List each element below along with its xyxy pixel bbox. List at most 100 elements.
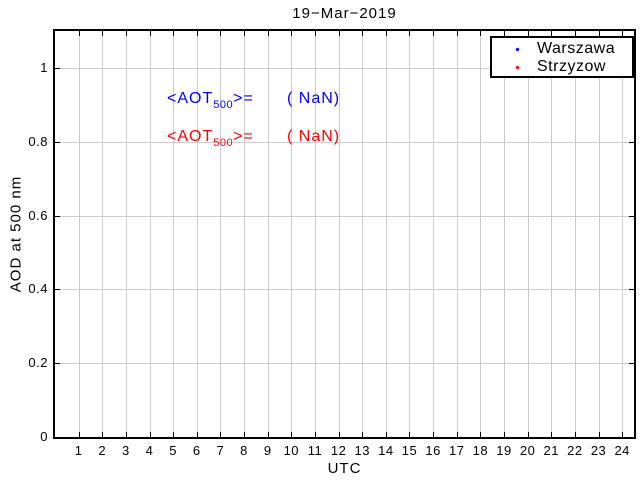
- legend-entry-strzyzow: Strzyzow: [492, 58, 632, 76]
- y-tick-label: 0.8: [28, 133, 48, 149]
- x-tick-mark: [504, 31, 506, 36]
- x-tick-label: 14: [378, 443, 394, 458]
- annotation-warszawa-mean: <AOT500>= ( NaN): [167, 89, 397, 111]
- x-gridline: [574, 31, 576, 437]
- annotation-prefix: <AOT: [167, 128, 214, 145]
- x-tick-mark: [149, 432, 151, 437]
- y-tick-mark: [629, 215, 634, 217]
- x-tick-label: 22: [567, 443, 583, 458]
- x-tick-label: 19: [496, 443, 512, 458]
- x-tick-mark: [480, 31, 482, 36]
- x-tick-mark: [125, 31, 127, 36]
- x-gridline: [527, 31, 529, 437]
- x-gridline: [622, 31, 624, 437]
- x-tick-mark: [598, 31, 600, 36]
- x-tick-label: 20: [519, 443, 536, 458]
- x-tick-mark: [291, 31, 293, 36]
- x-tick-label: 12: [330, 443, 347, 458]
- x-tick-label: 9: [263, 443, 272, 458]
- y-tick-label: 0.4: [28, 281, 48, 297]
- x-gridline: [196, 31, 198, 437]
- y-gridline: [55, 289, 634, 291]
- x-tick-mark: [196, 31, 198, 36]
- warszawa-marker-dot-icon: [516, 47, 519, 51]
- x-tick-label: 3: [122, 443, 130, 458]
- x-tick-mark: [173, 31, 175, 36]
- x-tick-label: 13: [354, 443, 370, 458]
- x-tick-mark: [78, 432, 80, 437]
- y-tick-mark: [55, 215, 60, 217]
- x-tick-label: 18: [472, 443, 489, 458]
- x-tick-label: 24: [614, 443, 630, 458]
- x-tick-mark: [574, 31, 576, 36]
- x-gridline: [173, 31, 175, 437]
- y-tick-mark: [55, 289, 60, 291]
- x-gridline: [551, 31, 553, 437]
- x-tick-label: 5: [169, 443, 178, 458]
- x-tick-mark: [267, 432, 269, 437]
- x-tick-mark: [622, 432, 624, 437]
- x-tick-mark: [433, 31, 435, 36]
- x-tick-label: 7: [216, 443, 225, 458]
- x-tick-mark: [551, 432, 553, 437]
- x-axis-label: UTC: [327, 460, 362, 477]
- x-tick-mark: [456, 31, 458, 36]
- y-tick-mark: [629, 141, 634, 143]
- annotation-prefix: <AOT: [167, 90, 214, 107]
- annotation-value: ( NaN): [287, 90, 341, 107]
- x-tick-mark: [291, 432, 293, 437]
- x-tick-mark: [314, 31, 316, 36]
- plot-area: <AOT500>= ( NaN) <AOT500>= ( NaN): [53, 29, 636, 439]
- x-tick-label: 6: [192, 443, 201, 458]
- x-tick-mark: [362, 31, 364, 36]
- x-gridline: [480, 31, 482, 437]
- y-axis-label: AOD at 500 nm: [7, 175, 25, 293]
- y-tick-mark: [55, 141, 60, 143]
- annotation-subscript: 500: [213, 99, 234, 111]
- x-tick-label: 21: [543, 443, 560, 458]
- x-tick-label: 15: [401, 443, 418, 458]
- annotation-value: ( NaN): [287, 128, 341, 145]
- x-tick-mark: [196, 432, 198, 437]
- x-gridline: [244, 31, 246, 437]
- x-tick-mark: [433, 432, 435, 437]
- x-tick-mark: [551, 31, 553, 36]
- x-tick-label: 16: [425, 443, 441, 458]
- annotation-suffix: >=: [233, 128, 254, 145]
- y-tick-label: 1: [40, 59, 48, 75]
- x-tick-mark: [574, 432, 576, 437]
- x-tick-mark: [125, 432, 127, 437]
- annotation-suffix: >=: [233, 90, 254, 107]
- annotation-subscript: 500: [213, 137, 234, 149]
- x-tick-mark: [102, 432, 104, 437]
- y-tick-mark: [55, 67, 60, 69]
- x-gridline: [102, 31, 104, 437]
- x-gridline: [220, 31, 222, 437]
- x-tick-mark: [598, 432, 600, 437]
- x-tick-mark: [409, 432, 411, 437]
- legend: Warszawa Strzyzow: [490, 36, 634, 78]
- y-gridline: [55, 215, 634, 217]
- legend-label: Warszawa: [537, 40, 616, 57]
- x-tick-mark: [267, 31, 269, 36]
- x-tick-mark: [480, 432, 482, 437]
- x-tick-label: 17: [449, 443, 465, 458]
- x-tick-label: 10: [283, 443, 300, 458]
- x-gridline: [267, 31, 269, 437]
- y-tick-mark: [629, 289, 634, 291]
- x-tick-mark: [244, 31, 246, 36]
- x-tick-mark: [527, 31, 529, 36]
- x-tick-mark: [527, 432, 529, 437]
- y-gridline: [55, 363, 634, 365]
- x-tick-label: 23: [590, 443, 607, 458]
- x-gridline: [362, 31, 364, 437]
- x-gridline: [433, 31, 435, 437]
- y-axis-tick-labels: 0 0.2 0.4 0.6 0.8 1: [0, 31, 48, 444]
- x-tick-label: 2: [98, 443, 107, 458]
- x-tick-mark: [220, 432, 222, 437]
- x-gridline: [125, 31, 127, 437]
- x-axis-tick-labels: 1 2 3 4 5 6 7 8 9 10 11 12 13 14 15 16 17 18 19 20 21 22 23 24: [55, 443, 634, 459]
- x-gridline: [409, 31, 411, 437]
- legend-label: Strzyzow: [537, 58, 606, 75]
